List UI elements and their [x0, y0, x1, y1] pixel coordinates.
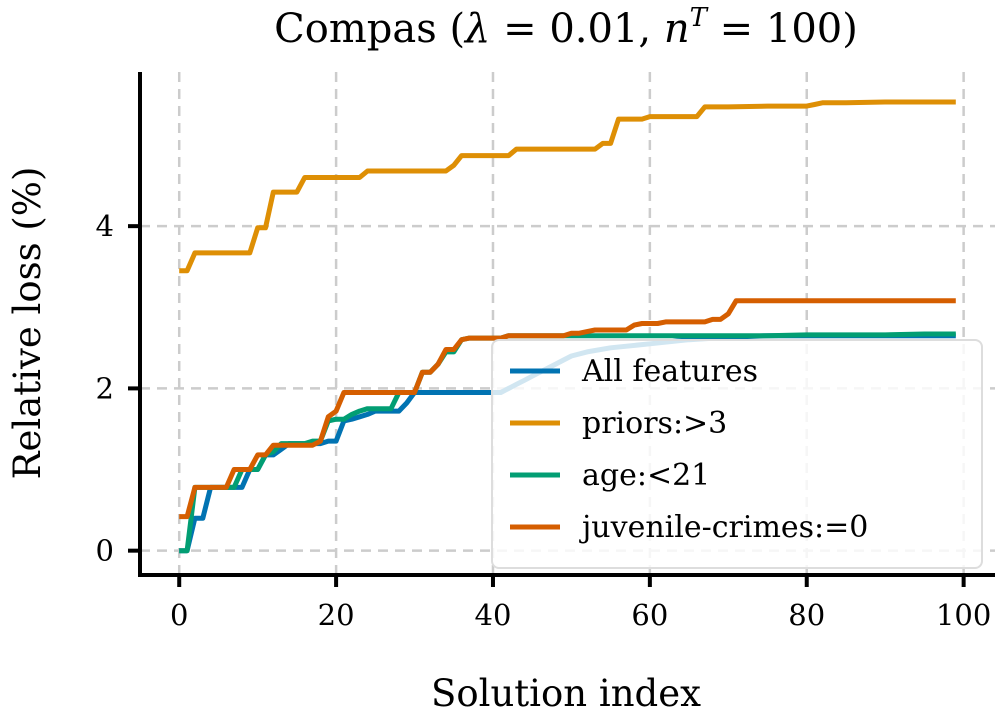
x-tick-label: 80: [788, 598, 825, 632]
axes-spines: [138, 72, 995, 577]
legend-box: [491, 339, 983, 569]
legend: All features priors:>3 age:<21 juvenile-cri…: [491, 339, 983, 569]
x-tick-label: 20: [318, 598, 355, 632]
chart-title: Compas (λ = 0.01, nT = 100): [274, 3, 858, 52]
legend-label-priors-3: priors:>3: [582, 406, 727, 441]
x-tick-label: 60: [631, 598, 668, 632]
legend-label-age-21: age:<21: [582, 458, 710, 493]
y-axis-ticks: 0 2 4: [96, 209, 140, 568]
x-tick-label: 0: [170, 598, 188, 632]
y-tick-label: 2: [96, 371, 114, 405]
x-axis-ticks: 0 20 40 60 80 100: [170, 575, 991, 632]
series-line-priors-3: [179, 99, 956, 274]
y-tick-label: 4: [96, 209, 114, 243]
x-tick-label: 40: [475, 598, 512, 632]
y-axis-label: Relative loss (%): [6, 167, 49, 480]
x-axis-label: Solution index: [431, 672, 701, 713]
series-line-juvenile-crimes-0: [179, 298, 956, 520]
x-tick-label: 100: [936, 598, 991, 632]
legend-label-all-features: All features: [581, 354, 758, 389]
legend-label-juvenile-crimes-0: juvenile-crimes:=0: [579, 510, 868, 545]
series-layer: [179, 99, 956, 554]
y-tick-label: 0: [96, 534, 114, 568]
